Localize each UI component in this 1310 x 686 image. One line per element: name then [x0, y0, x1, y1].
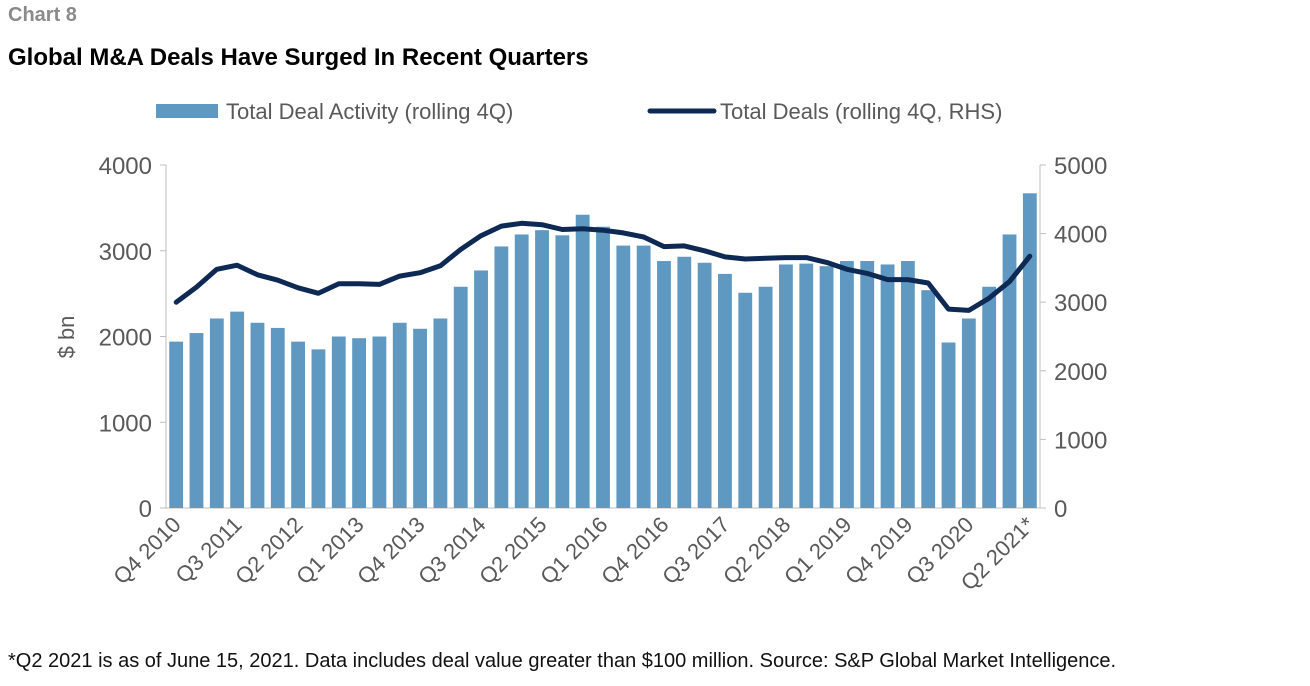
bar: [718, 273, 732, 508]
left-axis-ticks: 0 1000 2000 3000 4000: [99, 153, 166, 523]
chart-number-label: Chart 8: [8, 4, 77, 26]
legend-bar-label: Total Deal Activity (rolling 4Q): [226, 99, 513, 124]
right-tick-label: 2000: [1054, 359, 1107, 386]
bar: [311, 349, 326, 508]
bar: [474, 270, 488, 508]
legend-bar-swatch: [156, 104, 218, 118]
right-tick-label: 5000: [1054, 153, 1107, 180]
bar: [1002, 234, 1017, 508]
left-tick-label: 1000: [99, 410, 152, 437]
legend: Total Deal Activity (rolling 4Q) Total D…: [156, 99, 1002, 124]
bar: [697, 262, 712, 508]
right-tick-label: 3000: [1054, 290, 1107, 317]
footnote: *Q2 2021 is as of June 15, 2021. Data in…: [8, 650, 1117, 672]
bar: [982, 286, 997, 508]
bar: [230, 311, 245, 508]
bar: [616, 245, 631, 509]
bar: [1022, 193, 1037, 509]
bar: [291, 341, 306, 508]
bar: [819, 266, 834, 508]
bar: [961, 318, 976, 508]
x-tick-label: Q4 2010: [108, 512, 185, 589]
deals-line: [173, 220, 1033, 313]
bar: [352, 338, 367, 508]
bar: [494, 246, 509, 508]
bar: [209, 318, 224, 508]
bar: [270, 327, 285, 508]
bar-series: [169, 193, 1037, 509]
left-tick-label: 4000: [99, 153, 152, 180]
left-tick-label: 0: [139, 496, 152, 523]
bar: [575, 214, 590, 509]
bar: [839, 261, 854, 508]
legend-line-label: Total Deals (rolling 4Q, RHS): [720, 99, 1002, 124]
right-tick-label: 4000: [1054, 222, 1107, 249]
bar: [860, 261, 875, 508]
bar: [250, 322, 265, 508]
bar: [677, 256, 692, 508]
bar: [738, 292, 753, 508]
y-axis-title: $ bn: [54, 316, 79, 359]
bar: [921, 290, 936, 508]
bar: [941, 342, 956, 508]
bar: [535, 230, 549, 509]
bar: [555, 235, 570, 508]
bar: [372, 336, 387, 508]
bar: [758, 286, 773, 508]
bar: [880, 264, 895, 508]
right-tick-label: 1000: [1054, 427, 1107, 454]
chart-title: Global M&A Deals Have Surged In Recent Q…: [8, 44, 589, 71]
bar: [779, 264, 793, 508]
bar: [596, 226, 610, 509]
right-tick-label: 0: [1054, 496, 1067, 523]
combo-chart: Total Deal Activity (rolling 4Q) Total D…: [54, 99, 1107, 596]
bar: [331, 336, 346, 508]
bar: [657, 261, 671, 508]
bar: [453, 286, 468, 508]
bar: [169, 341, 184, 508]
right-axis-ticks: 0 1000 2000 3000 4000 5000: [1040, 153, 1107, 523]
bar: [433, 318, 448, 508]
bar: [636, 245, 651, 509]
bar: [799, 263, 814, 508]
line-series: [173, 220, 1033, 313]
bar: [514, 234, 529, 508]
bar: [413, 328, 427, 508]
bar: [900, 261, 915, 508]
bar: [392, 322, 407, 508]
bar: [189, 333, 204, 508]
left-tick-label: 3000: [99, 239, 152, 266]
left-tick-label: 2000: [99, 325, 152, 352]
